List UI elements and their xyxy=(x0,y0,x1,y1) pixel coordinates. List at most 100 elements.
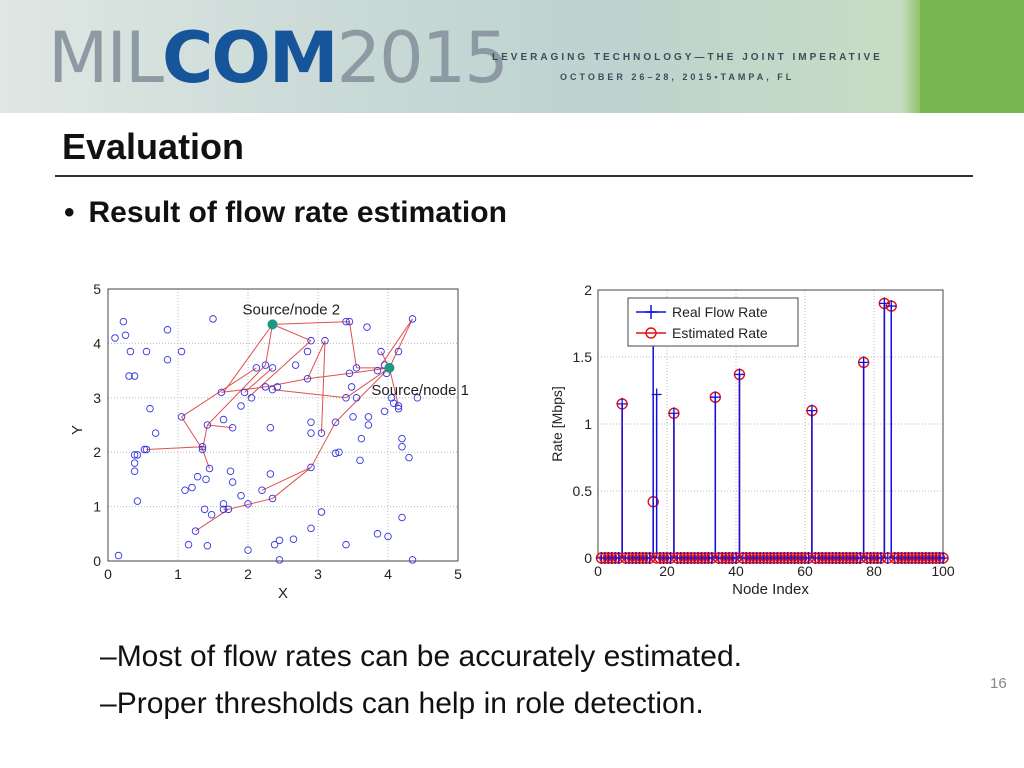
node-point xyxy=(240,388,249,397)
y-axis-label: Rate [Mbps] xyxy=(549,386,565,461)
node-point xyxy=(258,486,266,495)
legend-estimated-marker xyxy=(645,327,657,339)
link-line xyxy=(272,323,312,342)
node-point xyxy=(193,472,202,481)
legend-real-marker xyxy=(645,305,657,319)
node-point xyxy=(133,497,142,505)
node-point xyxy=(394,402,403,410)
node-point xyxy=(268,494,277,503)
node-point xyxy=(203,421,212,429)
sub-bullet-1: –Most of flow rates can be accurately es… xyxy=(100,640,742,673)
node-point xyxy=(342,394,350,402)
x-tick-label: 80 xyxy=(866,563,882,579)
link-line xyxy=(388,367,399,407)
real-flow-point xyxy=(668,407,679,420)
node-point xyxy=(226,467,235,475)
legend-real-label: Real Flow Rate xyxy=(672,304,768,320)
source-node xyxy=(384,362,395,373)
logo-year-text: 2015 xyxy=(336,17,509,99)
x-tick-label: 40 xyxy=(728,563,744,579)
node-point xyxy=(291,361,300,369)
node-point xyxy=(163,355,172,364)
node-point xyxy=(352,394,361,402)
node-point xyxy=(244,546,252,554)
node-point xyxy=(398,513,406,522)
node-point xyxy=(273,383,282,391)
node-point xyxy=(331,449,340,458)
link-line xyxy=(181,416,203,450)
node-point xyxy=(387,394,396,402)
node-point xyxy=(217,388,226,397)
node-point xyxy=(188,483,196,492)
node-point xyxy=(364,421,373,429)
node-point xyxy=(345,317,354,326)
node-point xyxy=(356,456,364,465)
node-point xyxy=(219,505,228,514)
logo-com-text: COM xyxy=(162,17,339,99)
link-line xyxy=(349,321,357,368)
node-point xyxy=(317,508,326,516)
real-flow-point xyxy=(858,356,869,369)
link-line xyxy=(321,340,326,434)
node-point xyxy=(357,434,366,443)
node-point xyxy=(219,415,228,424)
x-tick-label: 3 xyxy=(314,566,322,582)
node-point xyxy=(352,364,361,372)
node-point xyxy=(191,527,200,535)
node-point xyxy=(289,535,298,543)
node-point xyxy=(307,463,315,472)
link-line xyxy=(223,324,273,393)
real-flow-point xyxy=(886,300,897,313)
node-point xyxy=(151,429,160,437)
banner-dates: OCTOBER 26–28, 2015•TAMPA, FL xyxy=(560,72,795,82)
node-point xyxy=(364,413,373,421)
node-point xyxy=(142,445,151,454)
node-point xyxy=(349,413,357,421)
node-point xyxy=(203,542,212,550)
node-point xyxy=(130,467,139,475)
node-point xyxy=(237,402,245,410)
node-point xyxy=(342,540,350,549)
node-point xyxy=(142,347,151,356)
x-tick-label: 1 xyxy=(174,566,182,582)
node-point xyxy=(303,375,312,383)
node-point xyxy=(146,404,154,413)
node-point xyxy=(126,347,135,356)
link-line xyxy=(272,321,350,325)
node-point xyxy=(140,445,149,454)
node-point xyxy=(207,511,216,519)
link-line xyxy=(207,424,233,429)
link-line xyxy=(202,424,208,450)
node-point xyxy=(247,394,256,402)
flow-rate-chart: 0 20 40 60 80 100 0 0.5 1 1.5 2 Real Flow Rate Estim… xyxy=(549,282,955,598)
link-line xyxy=(345,367,390,399)
node-point xyxy=(198,445,207,454)
node-point xyxy=(384,532,392,541)
node-point xyxy=(363,323,371,331)
plot-area xyxy=(108,289,458,561)
sub-bullet-2-text: Proper thresholds can help in role detec… xyxy=(116,687,704,720)
real-flow-point xyxy=(938,552,948,564)
link-line xyxy=(380,318,413,366)
y-tick-label: 0 xyxy=(93,553,101,569)
page-number: 16 xyxy=(990,675,1007,692)
sub-bullet-1-text: Most of flow rates can be accurately est… xyxy=(116,640,742,673)
link-line xyxy=(272,389,347,399)
node-point xyxy=(270,540,279,549)
node-point xyxy=(244,500,252,508)
node-point xyxy=(202,475,210,484)
node-point xyxy=(398,443,406,451)
annotation-source-node-2: Source/node 2 xyxy=(243,301,341,318)
node-point xyxy=(307,429,315,437)
y-axis-label: Y xyxy=(69,425,86,435)
node-point xyxy=(130,451,139,459)
node-point xyxy=(252,364,261,372)
legend-box xyxy=(627,297,799,347)
slide-title: Evaluation xyxy=(62,126,245,167)
y-tick-label: 1 xyxy=(93,499,101,515)
sub-bullet-2: –Proper thresholds can help in role dete… xyxy=(100,687,704,720)
source-node xyxy=(267,319,278,330)
node-point xyxy=(237,491,245,500)
node-point xyxy=(125,372,133,380)
link-line xyxy=(228,497,273,510)
